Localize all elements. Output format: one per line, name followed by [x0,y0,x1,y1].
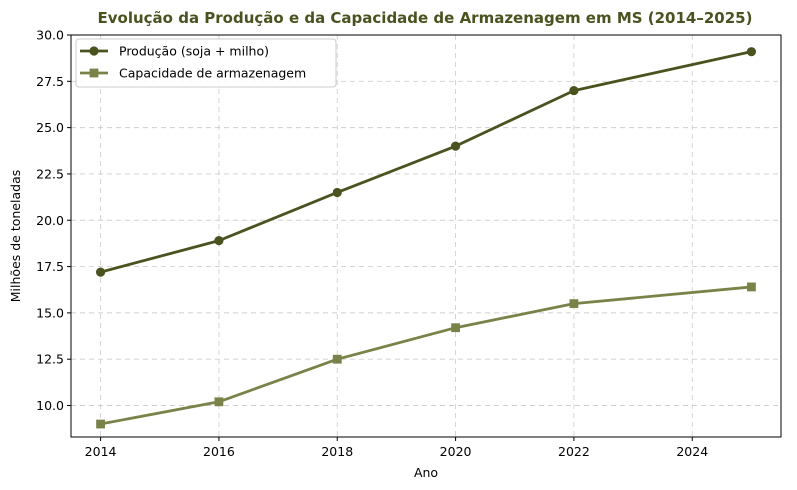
legend-label: Capacidade de armazenagem [119,66,306,81]
x-tick-label: 2020 [440,444,472,459]
y-tick-label: 25.0 [36,120,64,135]
plot-area [70,34,782,438]
y-tick-label: 27.5 [36,74,64,89]
legend-marker [89,68,99,78]
y-tick-label: 12.5 [36,352,64,367]
x-tick-label: 2024 [676,444,708,459]
y-tick-label: 17.5 [36,259,64,274]
legend-label: Produção (soja + milho) [119,44,269,59]
data-point [746,47,757,57]
data-point [95,267,106,277]
data-point [332,187,342,198]
series-1 [95,47,757,277]
y-tick-label: 30.0 [36,28,64,43]
y-tick-label: 22.5 [36,166,64,181]
data-point [450,141,461,151]
data-point [214,397,224,407]
y-axis-label: Milhões de toneladas [8,170,23,302]
data-point [569,299,579,309]
series-layer [95,47,757,429]
x-axis: 2014 2016 2018 2020 2022 2024 [85,437,708,459]
legend-marker [89,46,99,56]
y-tick-label: 10.0 [36,398,64,413]
legend: Produção (soja + milho) Capacidade de arm… [75,38,337,88]
legend-box [75,38,337,88]
data-point [96,419,105,429]
chart-title: Evolução da Produção e da Capacidade de … [98,9,753,27]
series-line [100,50,752,274]
data-point [451,323,460,333]
y-tick-label: 15.0 [36,305,64,320]
legend-item: Produção (soja + milho) [80,44,269,59]
data-point [747,282,756,292]
series-2 [96,282,756,429]
data-point [569,85,579,96]
x-tick-label: 2016 [203,444,235,459]
x-tick-label: 2018 [321,444,353,459]
x-tick-label: 2022 [558,444,590,459]
grid [71,34,781,437]
x-tick-label: 2014 [85,444,117,459]
x-axis-label: Ano [414,465,438,480]
series-line [100,285,752,426]
y-axis: 10.0 12.5 15.0 17.5 20.0 22.5 25.0 27.5 30.0 [36,28,71,413]
y-tick-label: 20.0 [36,213,64,228]
data-point [214,236,224,246]
legend-item: Capacidade de armazenagem [80,66,306,81]
data-point [332,354,342,364]
